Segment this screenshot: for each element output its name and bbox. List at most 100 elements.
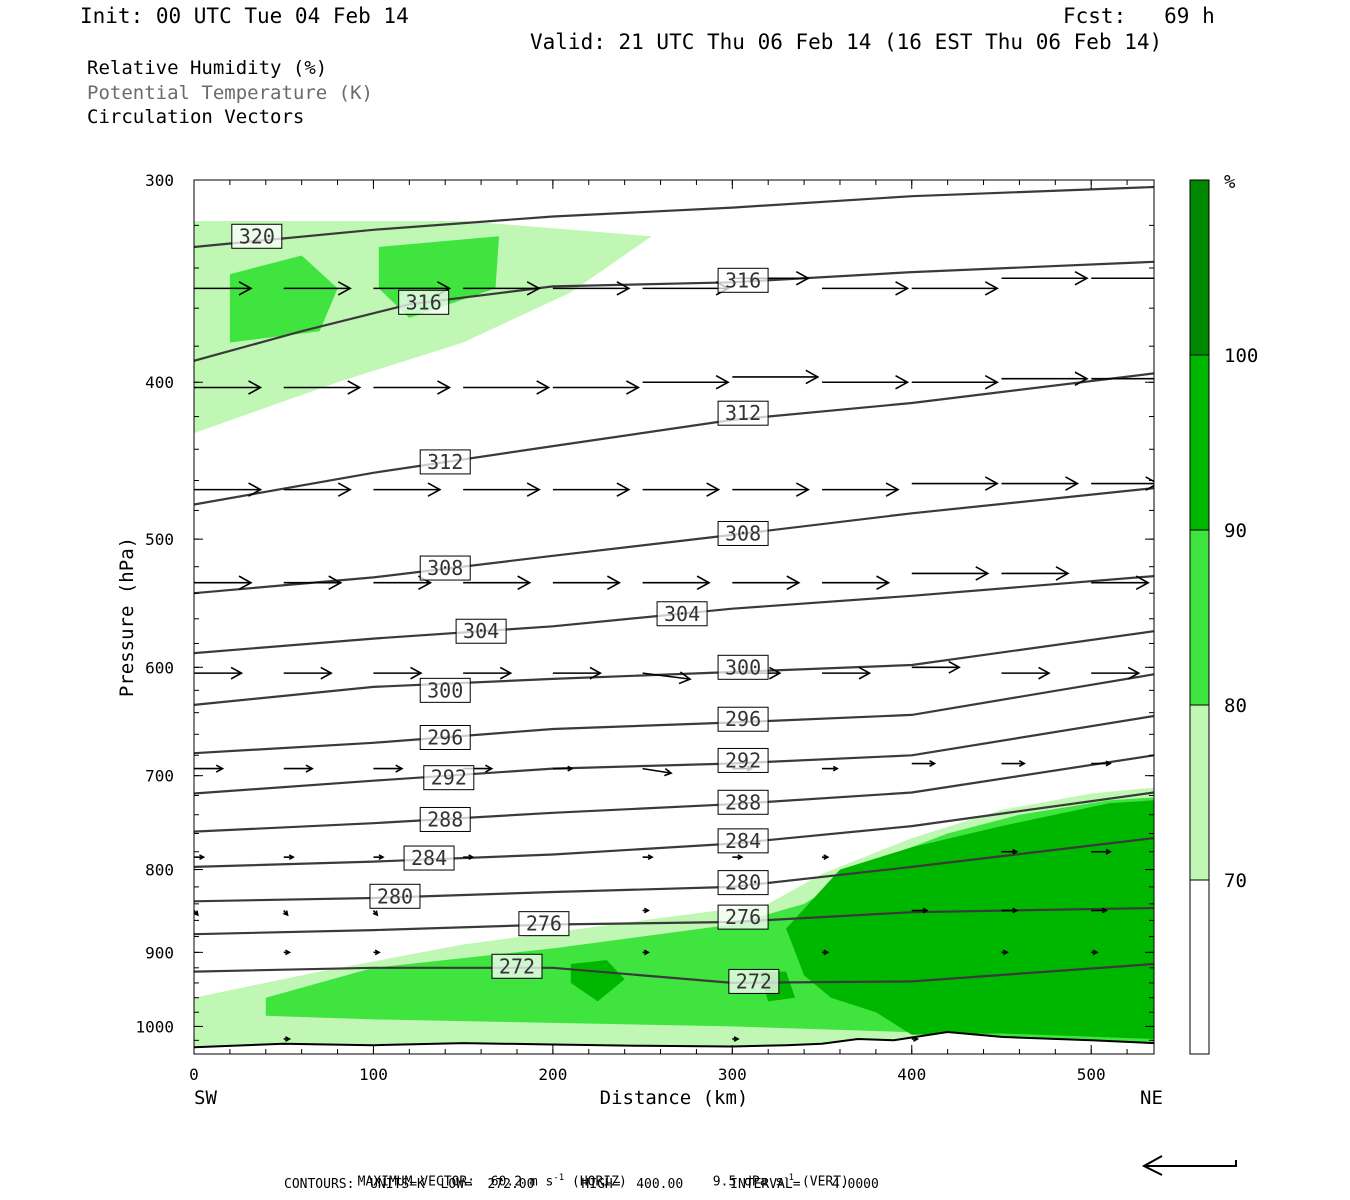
vector-head	[248, 380, 263, 395]
theta-label-292: 292	[431, 766, 467, 790]
vector-head	[975, 566, 990, 581]
vector-head	[737, 854, 744, 861]
x-tick-label: 0	[189, 1065, 199, 1084]
circulation-vector	[283, 281, 352, 296]
circulation-vector	[194, 380, 263, 395]
y-tick-label: 1000	[135, 1017, 174, 1036]
theta-label-316: 316	[406, 290, 442, 314]
vector-head	[795, 482, 810, 497]
theta-contour-284	[194, 791, 1154, 868]
circulation-vector	[372, 909, 379, 917]
colorbar-segment	[1190, 530, 1209, 705]
horiz-unit-exponent: -1	[553, 1173, 565, 1183]
vector-head	[805, 369, 820, 385]
vector-head	[1102, 907, 1109, 914]
vector-head	[625, 380, 641, 395]
legend-theta: Potential Temperature (K)	[87, 82, 373, 104]
vector-head	[347, 380, 362, 395]
circulation-vector	[373, 949, 381, 956]
theta-label-308: 308	[725, 521, 761, 545]
circulation-vector	[1091, 377, 1154, 380]
theta-label-box	[423, 765, 475, 791]
circulation-vector	[283, 380, 362, 395]
vector-head	[1074, 270, 1089, 286]
max-vector-readout: MAXIMUM VECTOR: 60.2 m s-1 (HORIZ) 9.5 dP…	[342, 1158, 849, 1189]
theta-contour-316	[194, 260, 1154, 362]
legend-rh: Relative Humidity (%)	[87, 57, 328, 79]
vector-head	[395, 764, 404, 773]
vector-head	[328, 575, 343, 591]
circulation-vector	[822, 854, 830, 861]
circulation-vector	[1091, 907, 1109, 914]
vector-head	[199, 854, 206, 861]
circulation-vector	[282, 909, 289, 917]
y-tick-label: 400	[145, 373, 174, 392]
vector-head	[795, 270, 810, 286]
theta-label-box	[717, 654, 769, 680]
theta-label-288: 288	[725, 790, 761, 814]
vector-head	[706, 482, 721, 497]
vector-head	[678, 671, 692, 685]
vector-head	[288, 854, 295, 861]
x-tick-label: 300	[718, 1065, 747, 1084]
max-vector-horiz: MAXIMUM VECTOR: 60.2 m s	[357, 1174, 554, 1190]
circulation-vector	[1091, 666, 1141, 680]
vector-shaft	[642, 767, 672, 774]
circulation-vector	[283, 1036, 292, 1042]
rh-region-90	[786, 800, 1154, 1039]
x-tick-label: 500	[1077, 1065, 1106, 1084]
circulation-vector	[911, 907, 929, 914]
colorbar-level-label: 80	[1224, 695, 1247, 717]
theta-label-284: 284	[411, 846, 447, 870]
colorbar: 100 90 80 70	[1189, 179, 1258, 1055]
circulation-vector	[463, 380, 551, 395]
theta-label-box	[369, 883, 421, 909]
circulation-vector	[373, 666, 423, 680]
vector-head	[733, 1036, 740, 1042]
vector-head	[468, 854, 475, 861]
theta-label-box	[717, 520, 769, 546]
circulation-vector	[194, 909, 199, 917]
circulation-vector	[732, 369, 820, 385]
circulation-vector	[283, 764, 314, 773]
plot-frame	[193, 179, 1155, 1055]
circulation-vector	[642, 482, 721, 497]
vector-head	[238, 575, 253, 591]
circulation-vector	[194, 575, 253, 591]
theta-contour-layer	[194, 185, 1154, 985]
circulation-vector	[463, 482, 541, 497]
vert-tail: (VERT)	[794, 1174, 849, 1190]
vector-head	[895, 374, 910, 390]
theta-contour-320	[194, 185, 1154, 249]
theta-contour-280	[194, 837, 1154, 903]
vector-head	[643, 907, 650, 914]
theta-label-276: 276	[526, 912, 562, 936]
circulation-vector	[463, 666, 513, 680]
vector-head	[337, 482, 352, 497]
colorbar-frame	[1189, 179, 1210, 1055]
vector-head	[437, 380, 452, 395]
circulation-vector	[911, 374, 999, 390]
valid-time: Valid: 21 UTC Thu 06 Feb 14 (16 EST Thu …	[530, 30, 1163, 54]
x-axis-title: Distance (km)	[600, 1087, 749, 1109]
circulation-vector	[642, 907, 650, 914]
vector-head	[647, 854, 654, 861]
theta-contour-272	[194, 962, 1154, 985]
vector-head	[248, 482, 263, 497]
theta-label-box	[717, 904, 769, 930]
theta-label-box	[518, 911, 570, 937]
theta-label-box	[398, 289, 450, 315]
vector-head	[378, 854, 385, 861]
vector-head	[616, 281, 631, 296]
circulation-vector	[1001, 666, 1051, 680]
circulation-vector	[1001, 760, 1026, 767]
circulation-vector	[911, 760, 937, 767]
circulation-vector	[732, 1036, 740, 1042]
x-tick-label: 200	[538, 1065, 567, 1084]
theta-label-304: 304	[463, 619, 499, 643]
vector-head	[696, 575, 711, 591]
vector-head	[1074, 371, 1089, 387]
circulation-vector	[911, 566, 990, 581]
circulation-vector	[911, 281, 999, 296]
circulation-vector	[822, 949, 830, 956]
